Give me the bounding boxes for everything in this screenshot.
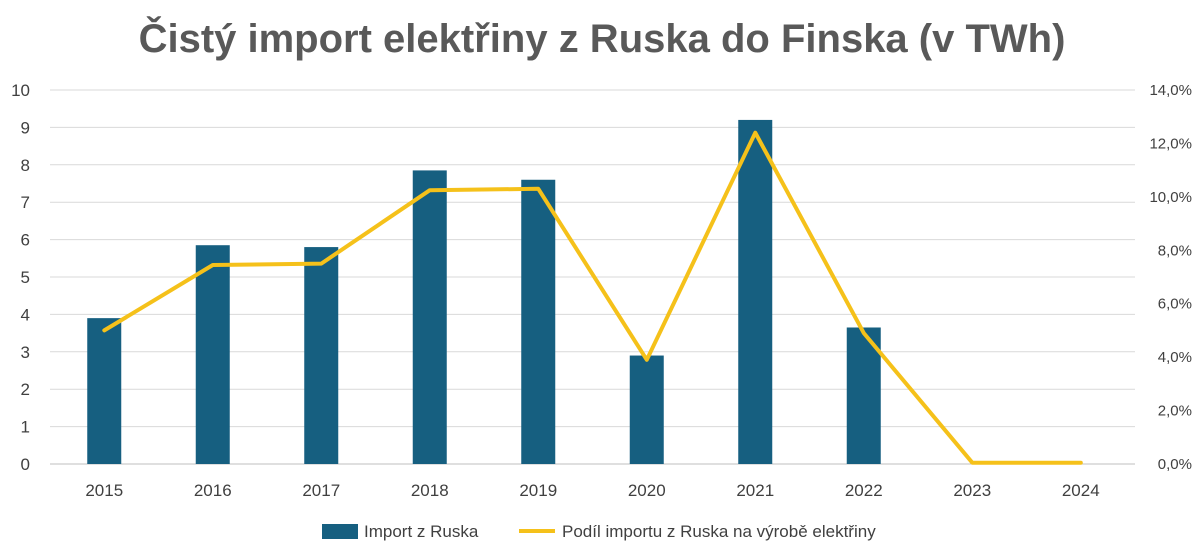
- x-tick-label: 2017: [302, 481, 340, 500]
- x-tick-label: 2020: [628, 481, 666, 500]
- x-tick-label: 2022: [845, 481, 883, 500]
- y-right-tick-label: 8,0%: [1158, 242, 1192, 259]
- y-left-tick-label: 2: [21, 380, 30, 399]
- chart-title: Čistý import elektřiny z Ruska do Finska…: [139, 15, 1066, 61]
- x-tick-label: 2021: [736, 481, 774, 500]
- y-left-tick-label: 7: [21, 193, 30, 212]
- y-right-tick-label: 14,0%: [1149, 82, 1192, 99]
- x-tick-label: 2018: [411, 481, 449, 500]
- bar-series: [87, 119, 881, 465]
- bar: [846, 327, 881, 464]
- x-axis: 2015 2016 2017 2018 2019 2020 2021 2022 2023 2024: [85, 481, 1099, 500]
- y-left-tick-label: 10: [11, 81, 30, 100]
- x-tick-label: 2024: [1062, 481, 1100, 500]
- y-left-tick-label: 3: [21, 343, 30, 362]
- y-left-tick-label: 4: [21, 305, 30, 324]
- y-right-tick-label: 0,0%: [1158, 456, 1192, 473]
- bar: [738, 119, 773, 465]
- bar: [304, 247, 339, 464]
- x-tick-label: 2019: [519, 481, 557, 500]
- y-left-tick-label: 1: [21, 418, 30, 437]
- y-left-tick-label: 8: [21, 156, 30, 175]
- y-left-tick-label: 0: [21, 455, 30, 474]
- line-share: [102, 130, 1083, 465]
- bar: [412, 170, 447, 464]
- y-right-tick-label: 2,0%: [1158, 403, 1192, 420]
- y-right-tick-label: 10,0%: [1149, 189, 1192, 206]
- legend-label-share: Podíl importu z Ruska na výrobě elektřin…: [562, 522, 876, 541]
- y-left-tick-label: 5: [21, 268, 30, 287]
- bar: [195, 245, 230, 464]
- legend: Import z Ruska Podíl importu z Ruska na …: [322, 522, 876, 541]
- y-axis-left: 0 1 2 3 4 5 6 7 8 9 10: [11, 81, 30, 474]
- y-axis-right: 0,0% 2,0% 4,0% 6,0% 8,0% 10,0% 12,0% 14,0%: [1149, 82, 1192, 473]
- x-tick-label: 2023: [953, 481, 991, 500]
- bar: [87, 318, 122, 464]
- legend-label-import: Import z Ruska: [364, 522, 479, 541]
- legend-swatch-import: [322, 524, 358, 539]
- x-tick-label: 2015: [85, 481, 123, 500]
- y-right-tick-label: 4,0%: [1158, 349, 1192, 366]
- y-right-tick-label: 6,0%: [1158, 296, 1192, 313]
- line-series: [102, 130, 1083, 465]
- y-left-tick-label: 9: [21, 118, 30, 137]
- bar: [521, 179, 556, 464]
- bar: [629, 355, 664, 464]
- y-right-tick-label: 12,0%: [1149, 135, 1192, 152]
- y-left-tick-label: 6: [21, 231, 30, 250]
- x-tick-label: 2016: [194, 481, 232, 500]
